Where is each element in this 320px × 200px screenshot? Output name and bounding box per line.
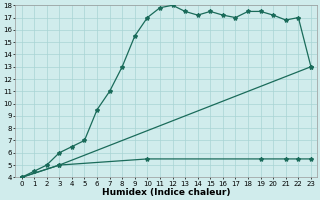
X-axis label: Humidex (Indice chaleur): Humidex (Indice chaleur) <box>102 188 230 197</box>
